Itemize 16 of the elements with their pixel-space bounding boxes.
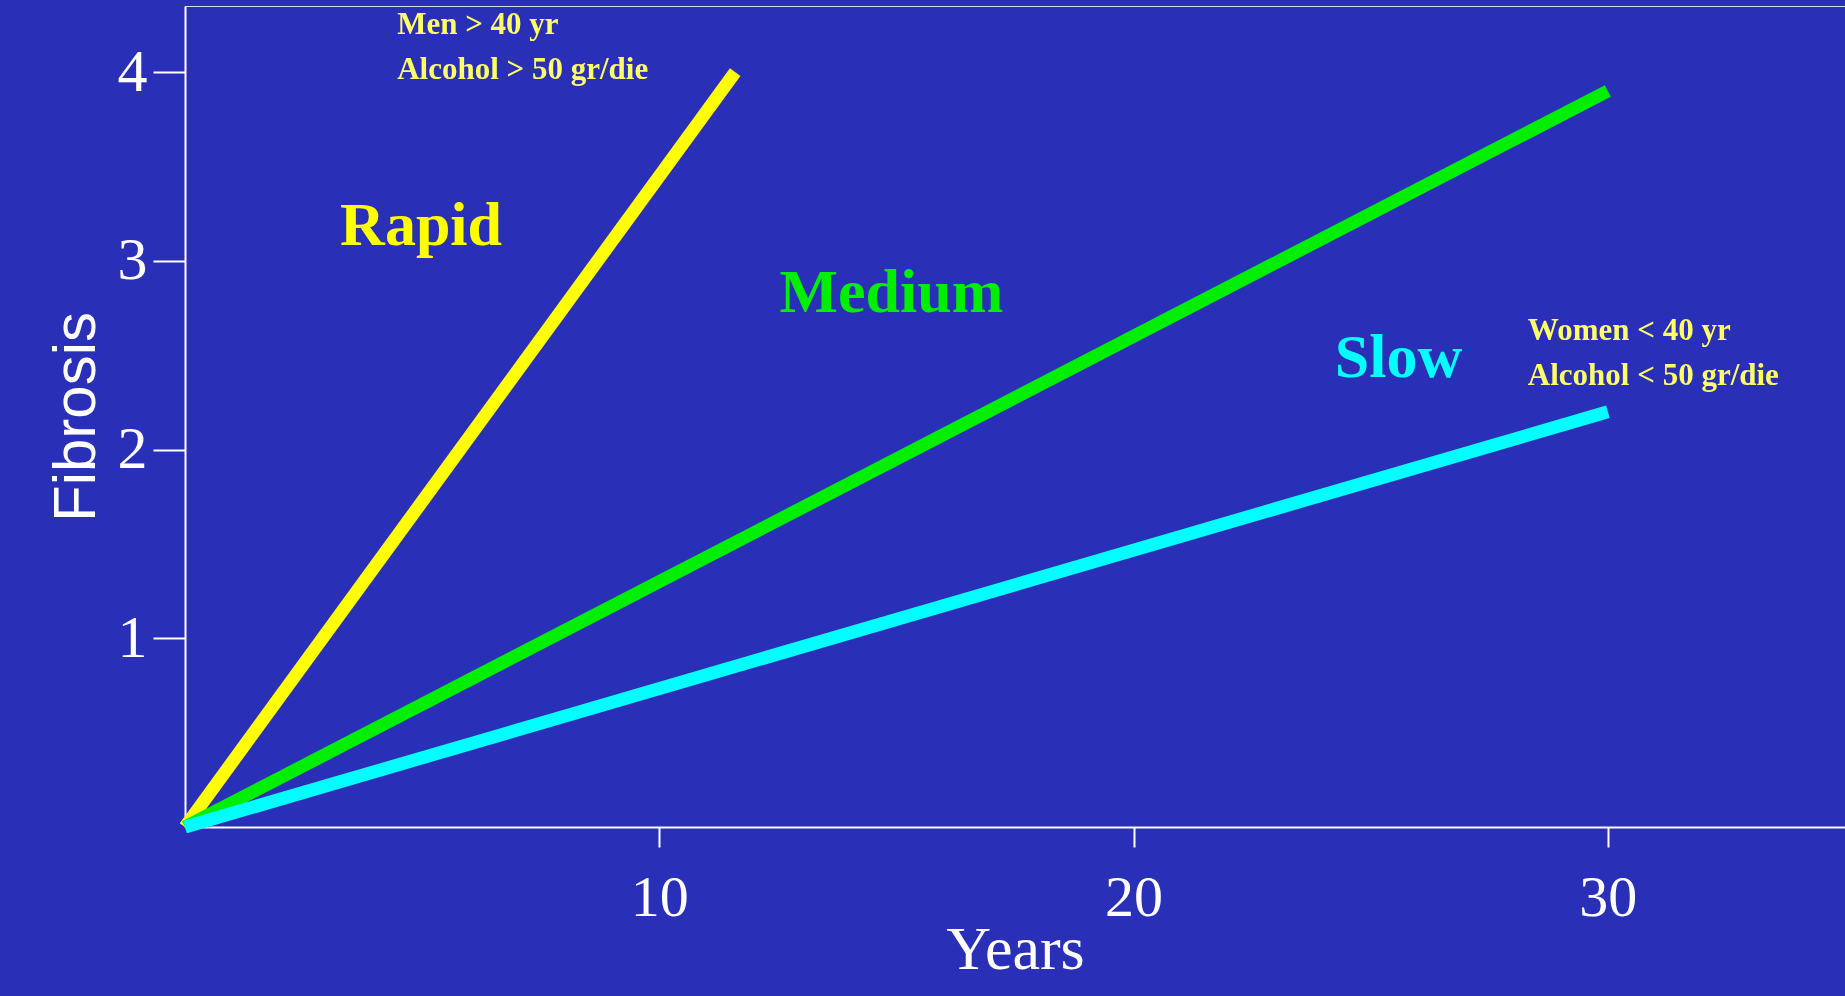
y-axis-title: Fibrosis (40, 311, 108, 523)
x-tick-label: 30 (1579, 863, 1638, 929)
annotation: Alcohol > 50 gr/die (397, 51, 649, 87)
y-tick-label: 3 (117, 226, 148, 293)
x-tick-label: 10 (630, 863, 689, 929)
annotation: Men > 40 yr (397, 6, 559, 42)
y-tick-label: 2 (117, 415, 148, 482)
y-tick-label: 1 (117, 603, 148, 670)
series-label: Medium (779, 256, 1004, 325)
annotation: Alcohol < 50 gr/die (1527, 356, 1779, 392)
annotation: Women < 40 yr (1527, 311, 1731, 347)
series-label: Rapid (340, 189, 503, 258)
x-axis-title: Years (946, 913, 1085, 982)
x-tick-label: 20 (1105, 863, 1164, 929)
series-label: Slow (1334, 322, 1463, 391)
y-tick-label: 4 (117, 37, 148, 104)
